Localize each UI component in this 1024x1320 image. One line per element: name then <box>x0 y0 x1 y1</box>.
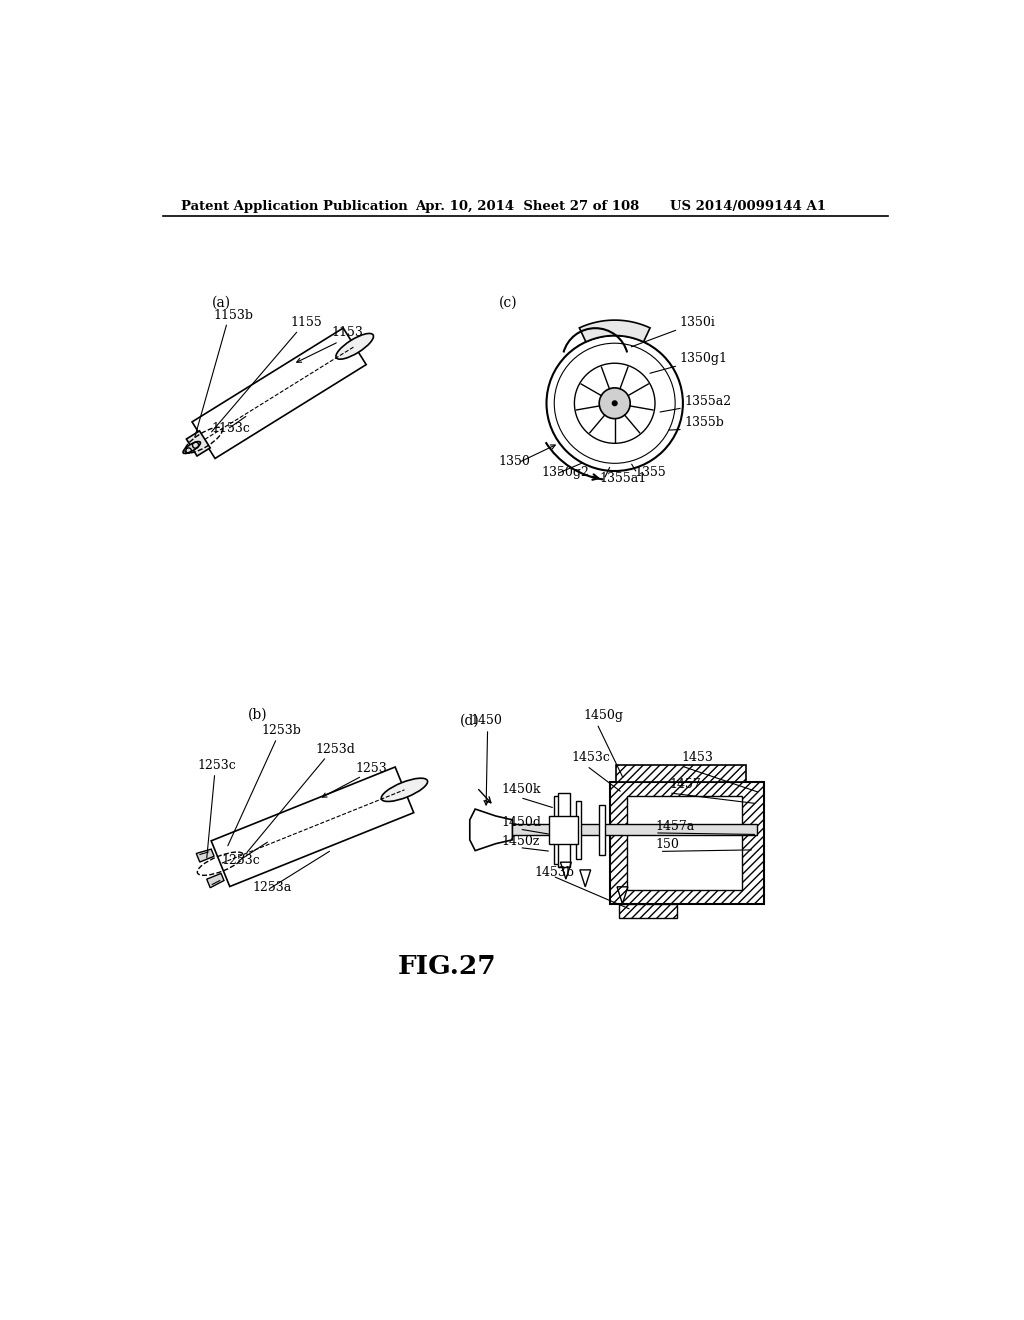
Text: 1453: 1453 <box>681 751 714 764</box>
Text: Patent Application Publication: Patent Application Publication <box>180 199 408 213</box>
Text: 1350g2: 1350g2 <box>542 466 590 479</box>
Text: 1355a2: 1355a2 <box>684 395 731 408</box>
Polygon shape <box>470 809 512 850</box>
Text: (d): (d) <box>460 714 479 729</box>
Circle shape <box>612 401 617 405</box>
Text: 1450k: 1450k <box>502 783 541 796</box>
Text: 1450g: 1450g <box>584 709 624 722</box>
Polygon shape <box>207 874 224 888</box>
Polygon shape <box>197 849 214 862</box>
Text: (b): (b) <box>248 708 267 722</box>
Text: 1453c: 1453c <box>571 751 610 764</box>
Text: 1450d: 1450d <box>502 816 542 829</box>
Text: 1153c: 1153c <box>212 422 251 434</box>
Text: 1457a: 1457a <box>655 820 694 833</box>
Ellipse shape <box>336 334 374 359</box>
Polygon shape <box>580 321 650 342</box>
Text: 1450: 1450 <box>471 714 503 727</box>
Text: 1153: 1153 <box>331 326 362 338</box>
Ellipse shape <box>183 441 201 454</box>
Bar <box>558 793 569 867</box>
Text: 1350g1: 1350g1 <box>680 352 728 366</box>
Bar <box>575 801 582 859</box>
Text: US 2014/0099144 A1: US 2014/0099144 A1 <box>671 199 826 213</box>
Bar <box>627 796 741 890</box>
Text: FIG.27: FIG.27 <box>397 954 497 979</box>
Text: 1355a1: 1355a1 <box>599 471 646 484</box>
Text: 1355b: 1355b <box>684 416 724 429</box>
Text: 1253c: 1253c <box>221 854 260 867</box>
Text: 1457: 1457 <box>669 779 700 791</box>
Bar <box>554 796 560 863</box>
Text: 150: 150 <box>655 838 679 851</box>
Text: 1153b: 1153b <box>213 309 253 322</box>
Text: 1253d: 1253d <box>315 743 355 756</box>
Bar <box>473 825 758 836</box>
Text: 1253a: 1253a <box>252 882 291 895</box>
Bar <box>616 766 746 781</box>
Text: 1155: 1155 <box>291 317 323 329</box>
Text: 1253: 1253 <box>356 762 388 775</box>
Text: 1253c: 1253c <box>198 759 237 772</box>
Text: (c): (c) <box>499 296 517 309</box>
Text: (a): (a) <box>212 296 230 309</box>
Text: 1355: 1355 <box>635 466 667 479</box>
Bar <box>599 805 604 855</box>
Polygon shape <box>186 430 210 455</box>
Text: Apr. 10, 2014  Sheet 27 of 108: Apr. 10, 2014 Sheet 27 of 108 <box>415 199 639 213</box>
Bar <box>549 816 579 843</box>
Text: 1350i: 1350i <box>680 317 716 329</box>
Ellipse shape <box>381 779 428 801</box>
Bar <box>610 781 764 904</box>
Text: 1350: 1350 <box>499 455 530 467</box>
Circle shape <box>599 388 630 418</box>
Text: 1450z: 1450z <box>502 836 540 849</box>
Text: 1253b: 1253b <box>261 725 301 738</box>
Bar <box>620 904 678 917</box>
Text: 1453b: 1453b <box>535 866 574 879</box>
